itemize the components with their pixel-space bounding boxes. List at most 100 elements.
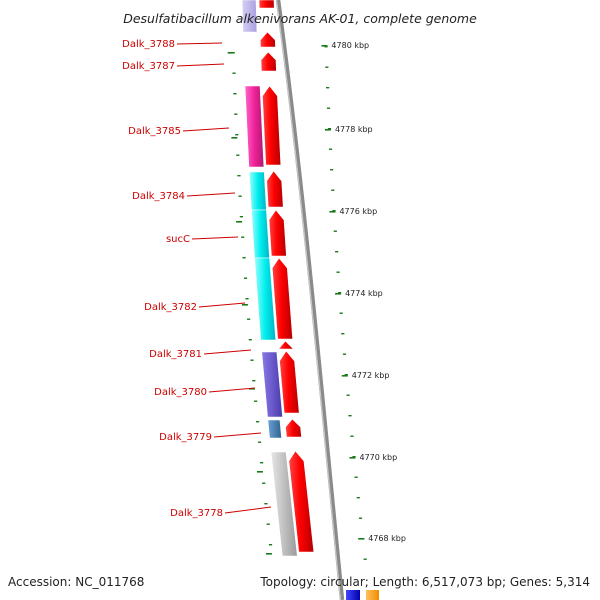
cds-arrow [271, 257, 294, 340]
outer-tick [324, 46, 328, 48]
outer-tick [335, 251, 339, 253]
outer-tick [337, 292, 342, 294]
genome-backbone-highlight [275, 0, 342, 600]
inner-tick [235, 134, 239, 136]
outer-tick [326, 107, 331, 109]
inner-tick [255, 421, 260, 423]
kbp-label: 4778 kbp [335, 125, 373, 134]
major-tick [341, 375, 348, 377]
gene-labels: Dalk_3788 Dalk_3787 Dalk_3785 Dalk_3784 sucC… [122, 39, 223, 519]
inner-tick [264, 503, 268, 505]
topology-text: Topology: circular; Length: 6,517,073 bp… [259, 575, 590, 589]
cog-bar [251, 209, 270, 259]
cds-arrow [266, 170, 284, 208]
outer-tick [328, 148, 333, 150]
outer-tick [356, 497, 360, 499]
kbp-label: 4776 kbp [339, 207, 377, 216]
inner-tick [237, 175, 241, 177]
inner-tick [232, 72, 236, 74]
leader-line [224, 506, 272, 514]
gene-label: sucC [166, 234, 190, 245]
inner-tick [241, 236, 245, 238]
kbp-labels: 4780 kbp 4778 kbp 4776 kbp 4774 kbp 4772 kbp… [331, 41, 406, 543]
outer-tick [333, 230, 337, 232]
cog-bar [241, 0, 258, 33]
gene-label: Dalk_3779 [159, 432, 212, 443]
cds-arrow [262, 85, 282, 166]
leader-line [191, 236, 239, 240]
outer-tick [348, 415, 352, 417]
outer-tick [332, 210, 336, 212]
inner-tick [254, 400, 258, 402]
inner-major-tick [248, 388, 255, 390]
inner-major-tick [227, 52, 234, 54]
inner-major-tick [241, 304, 248, 306]
major-tick [329, 211, 336, 213]
inner-tick [252, 380, 256, 382]
outer-tick [336, 271, 340, 273]
major-tick [358, 538, 365, 540]
leader-line [203, 349, 252, 355]
genome-backbone [275, 0, 345, 600]
inner-tick [234, 113, 238, 115]
inner-tick [245, 298, 249, 300]
cog-bars [241, 0, 298, 557]
feature-orange-partial [366, 590, 379, 600]
genome-title: Desulfatibacillum alkenivorans AK-01, co… [123, 11, 477, 26]
inner-tick [262, 482, 266, 484]
cog-bar [270, 451, 298, 557]
gene-label: Dalk_3787 [122, 61, 175, 72]
inner-tick [247, 318, 251, 320]
feature-blue-partial [346, 590, 360, 600]
outer-tick [350, 435, 354, 437]
gene-label: Dalk_3778 [170, 508, 223, 519]
outer-tick [341, 333, 345, 335]
inner-tick [268, 544, 273, 546]
cds-arrow [268, 209, 287, 257]
inner-tick [248, 339, 252, 341]
gene-label: Dalk_3788 [122, 39, 175, 50]
cog-bar [254, 257, 277, 341]
inner-tick [242, 257, 246, 259]
inner-tick [236, 154, 240, 156]
major-tick [321, 45, 328, 47]
leader-line [198, 302, 246, 308]
gene-label: Dalk_3785 [128, 126, 181, 137]
outer-tick [363, 558, 367, 560]
leader-line [213, 432, 262, 438]
major-tick [324, 129, 331, 131]
outer-tick [342, 353, 347, 355]
outer-tick [352, 456, 356, 458]
inner-tick [238, 195, 242, 197]
inner-tick [239, 216, 243, 218]
cog-bar [244, 85, 265, 168]
cds-arrow [260, 51, 277, 72]
outer-tick-marks [321, 45, 367, 560]
gene-label: Dalk_3784 [132, 191, 185, 202]
outer-tick [339, 312, 343, 314]
kbp-label: 4770 kbp [360, 453, 398, 462]
gene-label: Dalk_3780 [154, 387, 207, 398]
outer-tick [358, 517, 363, 519]
outer-tick [326, 87, 330, 89]
inner-major-tick [231, 137, 238, 139]
inner-tick-marks [227, 52, 273, 555]
cds-arrow [285, 418, 302, 438]
gene-label: Dalk_3782 [144, 302, 197, 313]
cds-arrow [279, 350, 300, 414]
cds-arrow [258, 0, 275, 9]
leader-line [208, 387, 256, 393]
accession-text: Accession: NC_011768 [8, 575, 144, 589]
major-tick [349, 457, 356, 459]
kbp-label: 4774 kbp [345, 289, 383, 298]
cog-bar [267, 419, 282, 439]
inner-major-tick [256, 471, 263, 473]
inner-tick [233, 93, 237, 95]
cog-bar [261, 351, 283, 418]
gene-label: Dalk_3781 [149, 349, 202, 360]
outer-tick [344, 374, 348, 376]
outer-tick [327, 128, 332, 130]
outer-tick [330, 169, 334, 171]
